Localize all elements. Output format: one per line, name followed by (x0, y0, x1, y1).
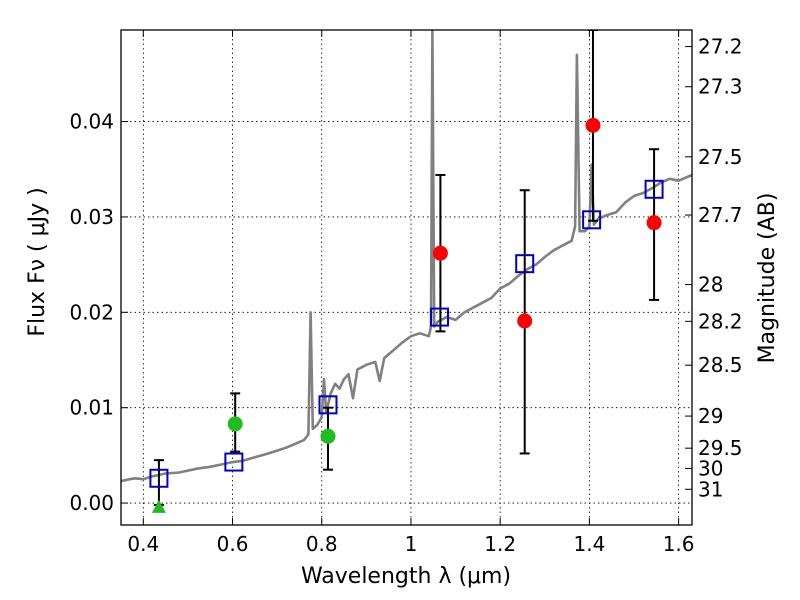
x-tick-label: 0.8 (306, 532, 338, 556)
model-sed-line (121, 30, 692, 483)
y-axis-label: Flux Fν ( μJy ) (25, 187, 50, 336)
x-axis-label: Wavelength λ (μm) (301, 564, 511, 589)
y2-tick-label: 27.5 (698, 145, 743, 169)
y2-tick-label: 27.3 (698, 75, 743, 99)
x-tick-label: 0.6 (217, 532, 249, 556)
model-square-point (149, 468, 169, 488)
y2-tick-label: 29.5 (698, 436, 743, 460)
x-tick-label: 1.6 (663, 532, 695, 556)
detection-point (432, 245, 448, 261)
y-tick-label: 0.01 (69, 396, 114, 420)
model-square-point (644, 179, 664, 199)
y2-axis-label: Magnitude (AB) (755, 193, 780, 364)
y2-tick-label: 31 (698, 477, 723, 501)
y-tick-label: 0.02 (69, 300, 114, 324)
detection-point (227, 416, 243, 432)
plot-frame (120, 29, 693, 526)
axis-ticks (121, 30, 692, 525)
x-tick-label: 1 (405, 532, 418, 556)
tick-labels: 0.4 0.6 0.8 1 1.2 1.4 1.6 0.00 0.01 0.02 0.03 0.04 2… (69, 35, 742, 556)
upper-limit-triangle (151, 499, 166, 513)
model-square-point (318, 395, 338, 415)
model-square-point (224, 452, 244, 472)
x-tick-label: 1.4 (573, 532, 605, 556)
x-tick-label: 0.4 (127, 532, 159, 556)
model-square-point (515, 254, 535, 274)
y2-tick-label: 27.2 (698, 35, 743, 59)
y-tick-label: 0.04 (69, 110, 114, 134)
data-markers (149, 117, 664, 513)
model-square-point (430, 307, 450, 327)
model-curve-layer (121, 30, 692, 483)
grid (121, 30, 692, 525)
y2-tick-label: 27.7 (698, 203, 743, 227)
y2-tick-label: 28.2 (698, 309, 743, 333)
y2-tick-label: 30 (698, 456, 723, 480)
detection-point (320, 428, 336, 444)
x-tick-label: 1.2 (484, 532, 516, 556)
y2-tick-label: 28.5 (698, 353, 743, 377)
error-bars (153, 30, 660, 506)
detection-point (646, 215, 662, 231)
detection-point (517, 313, 533, 329)
y2-tick-label: 29 (698, 404, 723, 428)
y-tick-label: 0.03 (69, 205, 114, 229)
detection-point (585, 117, 601, 133)
model-square-point (582, 210, 602, 230)
y-tick-label: 0.00 (69, 491, 114, 515)
y2-tick-label: 28 (698, 273, 723, 297)
